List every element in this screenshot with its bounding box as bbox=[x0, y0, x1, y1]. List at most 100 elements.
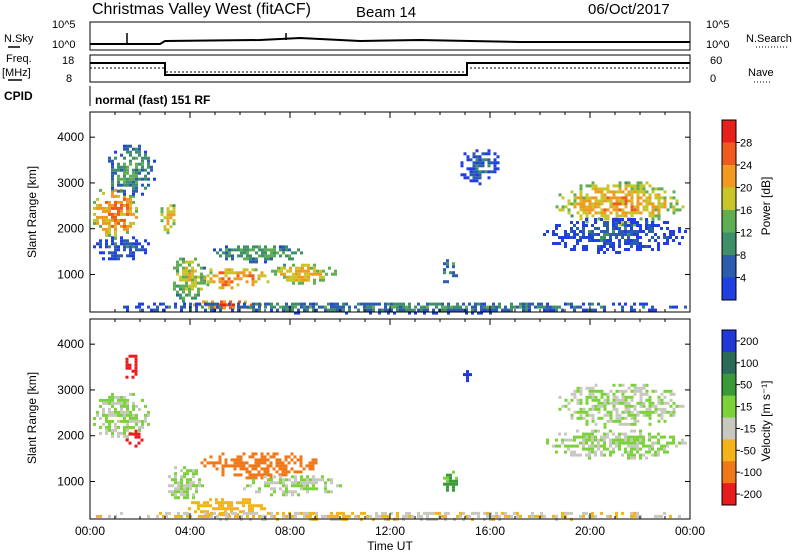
velocity-colorbar-label: -100 bbox=[740, 467, 762, 479]
power-region-0 bbox=[93, 188, 138, 240]
cpid-label: CPID bbox=[4, 89, 33, 103]
velocity-colorbar-label: 15 bbox=[740, 402, 752, 414]
nsearch-tick-bottom: 10^0 bbox=[706, 39, 730, 51]
x-tick-label: 04:00 bbox=[175, 524, 205, 538]
x-tick-label: 20:00 bbox=[575, 524, 605, 538]
nave-tick-bottom: 0 bbox=[710, 73, 716, 85]
power-ytick-label: 3000 bbox=[57, 176, 84, 190]
nave-label: Nave bbox=[748, 67, 774, 79]
velocity-region-5 bbox=[200, 452, 318, 480]
power-region-12 bbox=[543, 218, 687, 254]
power-region-10 bbox=[460, 149, 500, 186]
x-axis: 00:00 04:00 08:00 12:00 16:00 20:00 00:00 bbox=[75, 112, 705, 538]
power-region-6 bbox=[200, 268, 270, 290]
x-tick-label: 12:00 bbox=[375, 524, 405, 538]
velocity-yticks: 1000 2000 3000 4000 bbox=[57, 337, 690, 488]
power-ytick-label: 1000 bbox=[57, 267, 84, 281]
velocity-colorbar-label: 100 bbox=[740, 358, 758, 370]
freq-panel: Freq. [MHz] 18 8 60 0 Nave bbox=[2, 53, 774, 85]
velocity-region-11 bbox=[96, 511, 681, 521]
velocity-region-6 bbox=[243, 475, 342, 497]
velocity-region-1 bbox=[125, 354, 138, 379]
nsky-tick-bottom: 10^0 bbox=[52, 39, 76, 51]
power-ytick-label: 4000 bbox=[57, 130, 84, 144]
date-label: 06/Oct/2017 bbox=[588, 1, 670, 18]
power-region-1 bbox=[108, 144, 156, 196]
velocity-colorbar-swatch bbox=[722, 417, 736, 440]
velocity-colorbar-swatch bbox=[722, 330, 736, 353]
power-region-3 bbox=[93, 236, 150, 261]
velocity-colorbar-label: 50 bbox=[740, 380, 752, 392]
velocity-colorbar-label: -50 bbox=[740, 445, 756, 457]
nsearch-label: N.Search bbox=[746, 33, 792, 45]
power-region-2 bbox=[160, 204, 176, 235]
power-colorbar-label: 8 bbox=[740, 250, 746, 262]
velocity-region-0 bbox=[93, 392, 150, 441]
beam-label: Beam 14 bbox=[356, 4, 416, 21]
power-colorbar-label: 4 bbox=[740, 273, 746, 285]
power-yticks: 1000 2000 3000 4000 bbox=[57, 130, 690, 281]
x-tick-label: 16:00 bbox=[475, 524, 505, 538]
power-colorbar-swatch bbox=[722, 187, 736, 211]
velocity-data bbox=[93, 354, 687, 521]
power-colorbar-swatch bbox=[722, 142, 736, 166]
power-colorbar-label: Power [dB] bbox=[759, 177, 773, 236]
power-colorbar-label: 20 bbox=[740, 183, 752, 195]
velocity-region-9 bbox=[558, 383, 685, 429]
velocity-colorbar-swatch bbox=[722, 483, 736, 506]
velocity-colorbar-swatch bbox=[722, 461, 736, 484]
power-region-4 bbox=[173, 257, 206, 303]
velocity-colorbar-label: 200 bbox=[740, 336, 758, 348]
power-colorbar-label: 24 bbox=[740, 160, 752, 172]
freq-tick-bottom: 8 bbox=[66, 73, 72, 85]
cpid-text: normal (fast) 151 RF bbox=[95, 93, 210, 107]
velocity-ytick-label: 1000 bbox=[57, 474, 84, 488]
velocity-colorbar-frame bbox=[721, 329, 737, 506]
power-colorbar-label: 16 bbox=[740, 205, 752, 217]
freq-unit-label: [MHz] bbox=[2, 67, 31, 79]
velocity-region-8 bbox=[463, 370, 472, 383]
nsearch-tick-top: 10^5 bbox=[706, 19, 730, 31]
power-region-9 bbox=[443, 259, 458, 284]
x-tick-label: 00:00 bbox=[675, 524, 705, 538]
velocity-colorbar-swatch bbox=[722, 395, 736, 418]
velocity-region-7 bbox=[443, 470, 458, 492]
nsky-label: N.Sky bbox=[4, 33, 34, 45]
velocity-colorbar-swatch bbox=[722, 351, 736, 375]
velocity-region-4 bbox=[188, 498, 266, 517]
velocity-ylabel: Slant Range [km] bbox=[25, 372, 39, 464]
nsky-panel: N.Sky 10^5 10^0 10^5 10^0 N.Search bbox=[4, 19, 792, 51]
power-colorbar: 4 8 12 16 20 24 28 bbox=[721, 119, 752, 301]
velocity-region-3 bbox=[168, 466, 204, 500]
velocity-ytick-label: 4000 bbox=[57, 337, 84, 351]
power-colorbar-swatch bbox=[722, 255, 736, 278]
power-ytick-label: 2000 bbox=[57, 222, 84, 236]
power-colorbar-swatch bbox=[722, 120, 736, 143]
power-colorbar-label: 12 bbox=[740, 228, 752, 240]
nsky-tick-top: 10^5 bbox=[52, 19, 76, 31]
velocity-colorbar-label: -15 bbox=[740, 423, 756, 435]
freq-label: Freq. bbox=[6, 53, 32, 65]
power-region-8 bbox=[271, 263, 337, 285]
x-axis-label: Time UT bbox=[367, 539, 413, 553]
velocity-ytick-label: 3000 bbox=[57, 383, 84, 397]
power-colorbar-swatch bbox=[722, 165, 736, 188]
velocity-colorbar-swatch bbox=[722, 373, 736, 397]
velocity-colorbar-label: Velocity [m s⁻¹] bbox=[759, 380, 773, 461]
power-region-11 bbox=[555, 181, 685, 227]
velocity-colorbar-label: -200 bbox=[740, 489, 762, 501]
power-colorbar-swatch bbox=[722, 210, 736, 233]
nave-tick-top: 60 bbox=[710, 55, 722, 67]
velocity-colorbar: 200 100 50 15 -15 -50 -100 -200 bbox=[721, 329, 762, 506]
velocity-panel: 1000 2000 3000 4000 Slant Range [km] 200 100… bbox=[25, 318, 773, 521]
velocity-colorbar-swatch bbox=[722, 439, 736, 462]
power-colorbar-label: 28 bbox=[740, 138, 752, 150]
power-colorbar-swatch bbox=[722, 277, 736, 301]
velocity-region-10 bbox=[546, 429, 687, 460]
power-data bbox=[93, 144, 687, 315]
power-colorbar-swatch bbox=[722, 232, 736, 256]
power-ylabel: Slant Range [km] bbox=[25, 166, 39, 258]
x-tick-label: 08:00 bbox=[275, 524, 305, 538]
power-region-7 bbox=[213, 245, 303, 264]
